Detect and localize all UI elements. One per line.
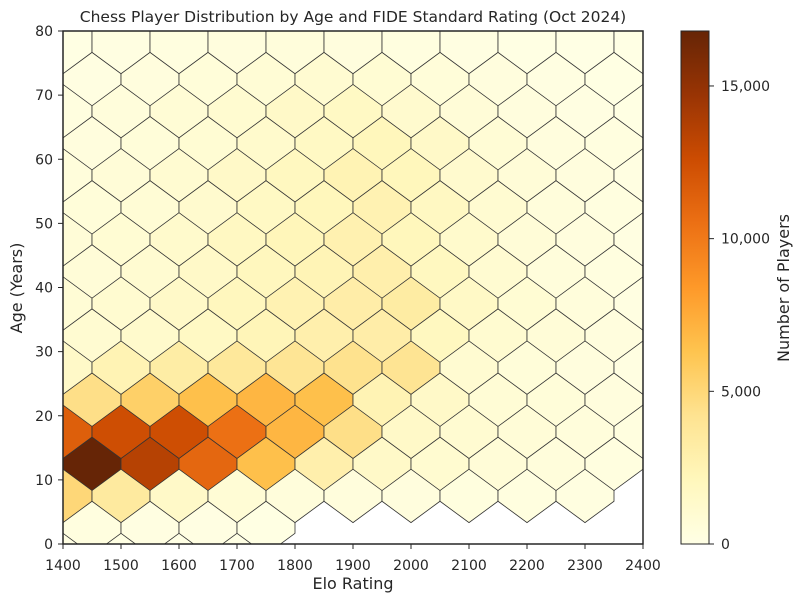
x-tick-label: 2100 — [451, 558, 487, 574]
x-tick-label: 1500 — [103, 558, 139, 574]
hexbin-cell — [323, 31, 383, 75]
x-tick-label: 1700 — [219, 558, 255, 574]
chart-title: Chess Player Distribution by Age and FID… — [80, 8, 626, 26]
hexbin-cell — [555, 31, 615, 75]
hexbin-cell — [149, 31, 209, 75]
y-tick-label: 10 — [35, 473, 53, 489]
x-axis-ticks: 1400 1500 1600 1700 1800 1900 2000 2100 2200 2300… — [45, 544, 661, 574]
x-tick-label: 1800 — [277, 558, 313, 574]
y-tick-label: 30 — [35, 345, 53, 361]
y-tick-label: 70 — [35, 88, 53, 104]
colorbar-tick-label: 5,000 — [721, 384, 761, 400]
hexbin-cell — [63, 31, 93, 75]
hexbin-cell — [613, 31, 643, 75]
y-tick-label: 40 — [35, 281, 53, 297]
y-tick-label: 0 — [44, 537, 53, 553]
hexbin-cell — [381, 31, 441, 75]
hex-layer — [63, 31, 643, 544]
x-tick-label: 1400 — [45, 558, 81, 574]
x-tick-label: 2300 — [567, 558, 603, 574]
colorbar-tick-label: 0 — [721, 537, 730, 553]
y-tick-label: 50 — [35, 216, 53, 232]
y-tick-label: 20 — [35, 409, 53, 425]
x-tick-label: 1900 — [335, 558, 371, 574]
x-axis-label: Elo Rating — [312, 574, 393, 593]
hexbin-cell — [207, 31, 267, 75]
colorbar-label: Number of Players — [774, 214, 793, 362]
colorbar-tick-label: 10,000 — [721, 232, 770, 248]
hexbin-cell — [497, 31, 557, 75]
y-tick-label: 60 — [35, 152, 53, 168]
hexbin-cell — [91, 31, 151, 75]
x-tick-label: 1600 — [161, 558, 197, 574]
hexbin-cell — [265, 31, 325, 75]
y-axis-label: Age (Years) — [7, 243, 26, 334]
hexbin-cell — [439, 31, 499, 75]
colorbar-ticks: 0 5,000 10,000 15,000 — [709, 79, 770, 553]
y-tick-label: 80 — [35, 24, 53, 40]
colorbar-tick-label: 15,000 — [721, 79, 770, 95]
x-tick-label: 2200 — [509, 558, 545, 574]
y-axis-ticks: 0 10 20 30 40 50 60 70 80 — [35, 24, 63, 553]
colorbar — [680, 30, 710, 545]
x-tick-label: 2000 — [393, 558, 429, 574]
x-tick-label: 2400 — [625, 558, 661, 574]
